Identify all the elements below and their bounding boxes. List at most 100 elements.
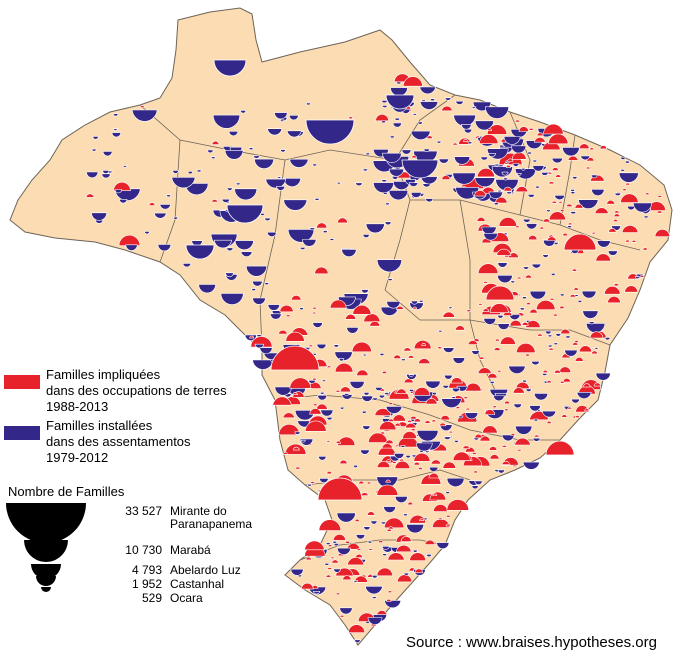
settlement-symbol [391,176,399,180]
settlement-symbol [365,586,383,595]
occupation-symbol [501,461,511,465]
occupation-symbol [631,239,637,243]
occupation-symbol [563,233,597,251]
settlement-symbol [251,288,257,291]
occupation-symbol [402,76,423,87]
occupation-symbol [510,433,516,436]
settlement-symbol [213,239,232,249]
settlement-symbol [280,149,286,153]
occupation-symbol [398,458,405,462]
occupation-symbol [607,296,621,304]
settlement-symbol [510,280,516,284]
occupation-symbol [347,557,365,566]
occupation-symbol [445,514,451,518]
settlement-symbol [374,387,383,391]
occupation-symbol [326,471,333,475]
settlement-symbol [593,347,599,350]
occupation-symbol [445,523,451,527]
settlement-symbol [595,372,611,381]
settlement-symbol [245,265,268,277]
settlement-symbol [632,202,652,213]
occupation-symbol [518,126,530,132]
occupation-symbol [644,192,650,195]
settlement-symbol [198,284,216,294]
settlement-symbol [503,136,521,145]
settlement-symbol [267,304,280,311]
settlement-symbol [362,168,369,172]
occupation-symbol [574,415,580,418]
occupation-symbol [504,408,509,411]
settlement-symbol [410,192,422,198]
settlement-symbol [279,119,285,122]
settlement-symbol [531,263,542,269]
occupation-symbol [562,232,569,237]
occupation-symbol [366,511,376,516]
settlement-symbol [226,247,234,252]
occupation-symbol [388,418,395,422]
occupation-symbol [589,331,604,339]
occupation-symbol [533,434,540,438]
occupation-symbol [551,167,559,171]
settlement-symbol [571,398,580,404]
occupation-symbol [381,370,388,374]
occupation-symbol [335,440,342,444]
occupation-symbol [559,305,565,309]
settlement-symbol [401,159,439,179]
settlement-symbol [316,343,327,350]
settlement-symbol [210,156,216,160]
settlement-symbol [300,439,306,443]
occupation-symbol [285,331,305,342]
occupation-symbol [496,248,512,256]
occupation-symbol [417,358,431,364]
settlement-symbol [283,199,308,211]
occupation-symbol [413,461,421,466]
occupation-symbol [536,132,544,137]
occupation-symbol [474,433,483,439]
settlement-symbol [312,322,323,328]
occupation-symbol [421,343,427,346]
occupation-symbol [339,459,348,465]
occupation-symbol [308,344,314,347]
settlement-symbol [408,374,414,378]
occupation-symbol [542,369,549,373]
settlement-symbol [553,242,559,245]
settlement-symbol [620,169,625,172]
settlement-symbol [424,198,434,203]
settlement-symbol [497,469,505,474]
settlement-symbol [317,395,328,401]
occupation-symbol [383,517,405,529]
settlement-symbol [367,540,373,544]
occupation-symbol [439,422,447,427]
legend-swatch-settlements [4,426,40,440]
settlement-symbol [620,156,626,160]
settlement-symbol [567,225,572,228]
settlement-symbol [323,563,330,566]
occupation-symbol [366,481,372,485]
settlement-symbol [385,94,415,110]
settlement-symbol [582,310,599,319]
occupation-symbol [489,454,500,460]
settlement-symbol [111,132,122,138]
settlement-symbol [418,300,424,303]
settlement-symbol [91,148,97,152]
settlement-symbol [420,176,438,185]
occupation-symbol [474,190,487,197]
occupation-symbol [148,202,156,206]
occupation-symbol [358,480,365,485]
settlement-symbol [254,158,274,169]
settlement-symbol [289,158,309,168]
occupation-symbol [326,365,332,368]
occupation-symbol [437,346,443,349]
occupation-symbol [344,540,351,544]
settlement-symbol [430,98,436,102]
settlement-symbol [114,189,123,194]
settlement-symbol [401,149,412,155]
source-credit: Source : www.braises.hypotheses.org [406,634,657,651]
settlement-symbol [529,290,547,300]
occupation-symbol [424,420,431,424]
settlement-symbol [522,461,540,470]
settlement-symbol [318,456,327,461]
settlement-symbol [471,106,477,109]
occupation-symbol [477,263,499,274]
occupation-symbol [400,536,412,542]
